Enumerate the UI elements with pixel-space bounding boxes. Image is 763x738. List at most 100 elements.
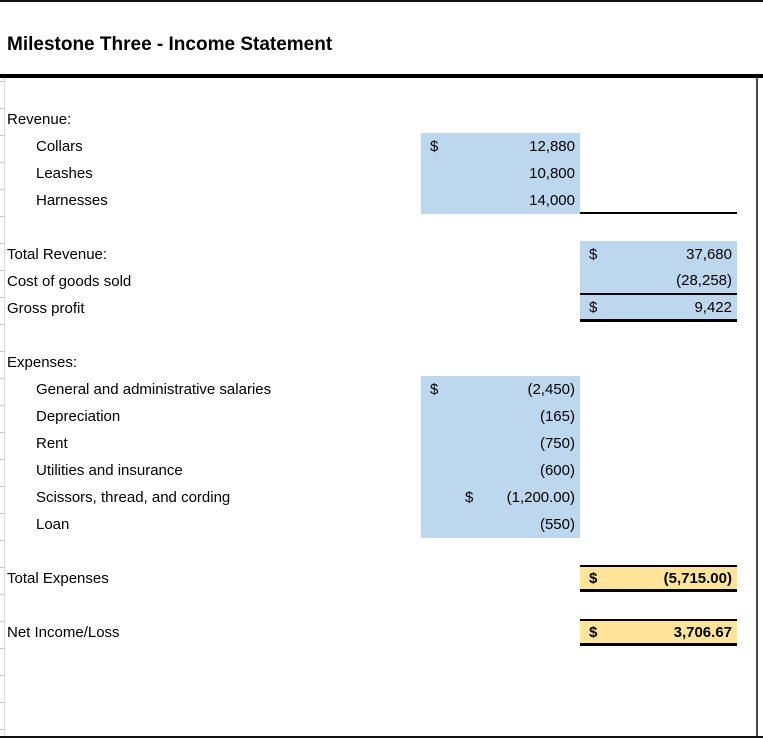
value-cell[interactable]: $ 37,680 [580,241,737,268]
dollar-sign: $ [430,381,439,398]
cell-number: (5,715.00) [663,569,732,587]
dollar-sign: $ [589,298,598,316]
value-cell[interactable]: 10,800 [421,160,580,187]
cell-number: (165) [539,408,575,425]
row-leashes: Leashes 10,800 [0,160,763,187]
dollar-sign: $ [430,138,439,155]
row-label[interactable]: Utilities and insurance [36,462,183,479]
row-collars: Collars $ 12,880 [0,133,763,160]
cell-empty[interactable] [580,511,737,538]
cell-empty[interactable] [580,133,737,160]
row-label[interactable]: Scissors, thread, and cording [36,489,231,506]
page-title: Milestone Three - Income Statement [7,34,333,55]
dollar-sign: $ [589,569,598,587]
right-gridline [756,0,758,738]
row-expenses-header: Expenses: [0,349,763,376]
row-ga-salaries: General and administrative salaries $ (2… [0,376,763,403]
row-cogs: Cost of goods sold (28,258) [0,268,763,295]
cell-number: 9,422 [694,298,732,316]
cell-empty[interactable] [421,619,580,646]
dollar-sign: $ [589,623,598,641]
row-label[interactable]: Depreciation [36,408,121,425]
cell-number: 10,800 [529,165,575,182]
title-bar: Milestone Three - Income Statement [0,2,763,78]
row-utilities-insurance: Utilities and insurance (600) [0,457,763,484]
value-cell[interactable]: (550) [421,511,580,538]
spacer-row [0,214,763,241]
cell-empty[interactable] [580,592,737,619]
cell-empty[interactable] [421,268,580,295]
cell-empty[interactable] [580,484,737,511]
cell-empty[interactable] [580,160,737,187]
value-cell[interactable]: (750) [421,430,580,457]
cell-number: (28,258) [676,272,732,289]
cell-empty[interactable] [580,349,737,376]
cell-number: 37,680 [686,246,732,263]
value-cell[interactable]: (600) [421,457,580,484]
row-scissors-thread-cording: Scissors, thread, and cording $ (1,200.0… [0,484,763,511]
row-total-expenses: Total Expenses $ (5,715.00) [0,565,763,592]
cell-number: (600) [539,462,575,479]
row-rent: Rent (750) [0,430,763,457]
cell-number: 12,880 [529,138,575,155]
cell-empty[interactable] [421,538,580,565]
row-harnesses: Harnesses 14,000 [0,187,763,214]
total-value-cell[interactable]: $ (5,715.00) [580,565,737,592]
row-total-revenue: Total Revenue: $ 37,680 [0,241,763,268]
left-gridline-stubs [0,1,4,738]
row-label[interactable]: Loan [36,516,70,533]
value-cell[interactable]: $ (1,200.00) [421,484,580,511]
cell-number: 3,706.67 [673,623,732,641]
cell-empty[interactable] [580,403,737,430]
cell-empty[interactable] [580,322,737,349]
row-gross-profit: Gross profit $ 9,422 [0,295,763,322]
value-cell[interactable]: (165) [421,403,580,430]
row-label[interactable]: Gross profit [7,300,85,317]
row-label[interactable]: General and administrative salaries [36,381,272,398]
cell-empty[interactable] [421,322,580,349]
cell-empty[interactable] [421,241,580,268]
row-label[interactable]: Leashes [36,165,93,182]
left-gridline [4,0,5,738]
row-label[interactable]: Harnesses [36,192,108,209]
row-loan: Loan (550) [0,511,763,538]
cell-empty[interactable] [580,214,737,241]
cell-empty[interactable] [421,295,580,322]
cell-empty[interactable] [421,106,580,133]
value-cell[interactable]: 14,000 [421,187,580,214]
row-label[interactable]: Net Income/Loss [7,624,120,641]
section-label[interactable]: Expenses: [7,354,78,371]
row-label[interactable]: Collars [36,138,83,155]
cell-number: (2,450) [527,381,575,398]
value-cell[interactable]: $ 12,880 [421,133,580,160]
cell-number: (1,200.00) [506,489,575,506]
cell-number: (550) [539,516,575,533]
cell-empty[interactable] [580,430,737,457]
row-depreciation: Depreciation (165) [0,403,763,430]
cell-empty[interactable] [580,538,737,565]
cell-number: 14,000 [529,192,575,209]
cell-empty[interactable] [421,565,580,592]
value-cell[interactable]: (28,258) [580,268,737,295]
row-label[interactable]: Total Expenses [7,570,109,587]
row-label[interactable]: Total Revenue: [7,246,108,263]
spacer-row [0,322,763,349]
section-label[interactable]: Revenue: [7,111,72,128]
row-net-income-loss: Net Income/Loss $ 3,706.67 [0,619,763,646]
total-value-cell[interactable]: $ 3,706.67 [580,619,737,646]
dollar-sign: $ [589,246,598,263]
cell-empty[interactable] [421,592,580,619]
cell-empty[interactable] [421,214,580,241]
value-cell[interactable]: $ (2,450) [421,376,580,403]
cell-empty[interactable] [580,106,737,133]
income-statement-table: Revenue: Collars $ 12,880 Leashes 10,800… [0,106,763,646]
value-cell[interactable]: $ 9,422 [580,295,737,322]
row-label[interactable]: Rent [36,435,68,452]
cell-empty[interactable] [580,376,737,403]
sum-underline-cell[interactable] [580,187,737,214]
cell-empty[interactable] [421,349,580,376]
bottom-border-line [0,736,763,738]
row-label[interactable]: Cost of goods sold [7,273,132,290]
cell-empty[interactable] [580,457,737,484]
